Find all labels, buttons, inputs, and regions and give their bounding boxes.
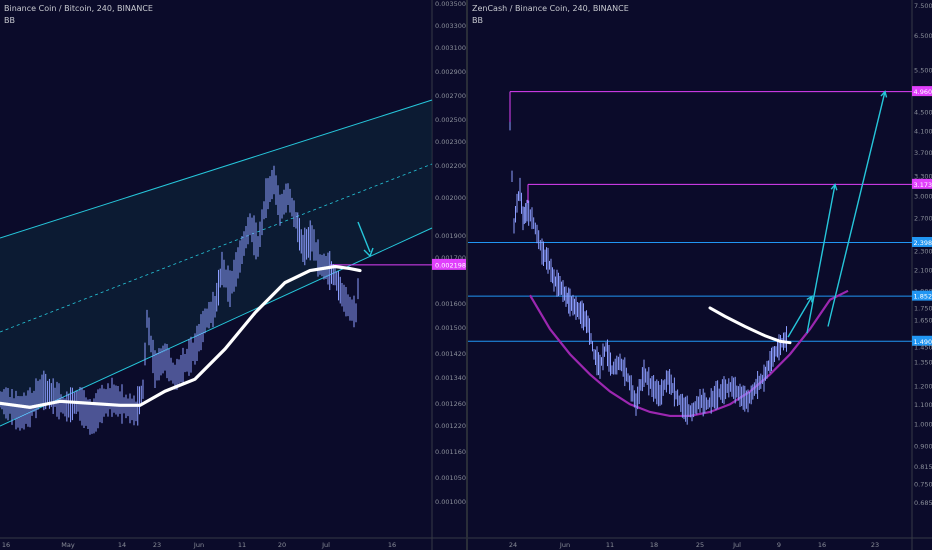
left-x-tick-label: Jun [193,541,204,549]
right-level-label-box [912,290,932,301]
right-x-tick-label: 9 [777,541,781,549]
right-y-tick-label: 3.000 [914,192,932,200]
right-level-label: 1.852 [914,293,932,301]
right-y-tick-label: 0.685 [914,499,932,507]
left-x-tick-label: May [61,541,75,549]
right-up-arrow [827,91,886,327]
right-x-tick-label: 24 [509,541,517,549]
left-channel-mid [0,163,433,333]
right-y-tick-label: 4.500 [914,108,932,116]
right-y-tick-label: 3.700 [914,149,932,157]
right-y-tick-label: 1.200 [914,383,932,391]
right-chart-svg[interactable]: 7.500 6.500 5.500 4.960 4.500 4.100 3.700 3.300… [468,0,932,550]
right-level-label-box [912,335,932,346]
right-y-tick-label: 2.300 [914,248,932,256]
right-up-arrow-head [806,295,813,303]
right-y-tick-label: 1.650 [914,317,932,325]
left-down-arrow-head [363,247,374,258]
right-chart-panel[interactable]: 7.500 6.500 5.500 4.960 4.500 4.100 3.700 3.300… [468,0,932,550]
left-x-tick-label: 11 [238,541,246,549]
right-indicator-label: BB [472,16,483,25]
right-level-label: 3.173 [914,181,932,189]
right-y-tick-label: 7.500 [914,2,932,10]
right-x-tick-label: 16 [818,541,826,549]
left-x-tick-label: 16 [2,541,10,549]
right-level-label-box [912,86,932,97]
right-level-label: 4.960 [914,88,932,96]
left-price-label-box [432,258,466,270]
right-x-tick-label: 11 [606,541,614,549]
right-x-tick-label: 23 [871,541,879,549]
right-moving-average [708,306,792,345]
right-y-tick-label: 3.300 [914,173,932,181]
right-y-tick-label: 1.100 [914,401,932,409]
left-x-tick-label: 23 [153,541,161,549]
right-chart-title: ZenCash / Binance Coin, 240, BINANCE [472,4,629,13]
left-x-tick-label: 16 [388,541,396,549]
left-x-tick-label: Jul [321,541,330,549]
right-y-tick-label: 1.750 [914,304,932,312]
right-level-label: 1.490 [914,338,932,346]
right-level-label-box [912,178,932,189]
right-y-tick-label: 1.450 [914,343,932,351]
left-chart-title: Binance Coin / Bitcoin, 240, BINANCE [4,4,153,13]
left-x-tick-label: 14 [118,541,126,549]
right-y-tick-label: 1.350 [914,358,932,366]
right-y-tick-label: 2.700 [914,214,932,222]
left-price-axis [432,0,466,550]
right-y-tick-label: 1.000 [914,421,932,429]
right-y-tick-label: 4.100 [914,128,932,136]
right-y-tick-label: 2.100 [914,267,932,275]
right-y-tick-label: 0.750 [914,480,932,488]
right-up-arrow-head [830,183,838,191]
left-price-label: 0.0021982 [435,261,466,269]
right-up-arrow [806,184,836,334]
right-price-axis [912,0,932,550]
right-y-tick-label: 6.500 [914,32,932,40]
right-x-tick-label: Jun [559,541,570,549]
left-channel-upper [0,99,433,239]
left-moving-average [0,264,362,409]
panel-divider[interactable] [466,0,468,550]
left-x-tick-label: 20 [278,541,286,549]
right-x-tick-label: 18 [650,541,658,549]
right-level-label-box [912,236,932,247]
right-level-label: 2.398 [914,239,932,247]
right-x-tick-label: 25 [696,541,704,549]
right-up-arrow [787,295,813,338]
left-down-arrow [357,221,371,253]
right-y-tick-label: 0.815 [914,463,932,471]
right-up-arrow-head [880,90,888,98]
right-x-tick-label: Jul [732,541,741,549]
left-indicator-label: BB [4,16,15,25]
left-channel-fill [0,100,432,426]
right-y-tick-label: 0.900 [914,442,932,450]
right-y-tick-label: 5.500 [914,67,932,75]
